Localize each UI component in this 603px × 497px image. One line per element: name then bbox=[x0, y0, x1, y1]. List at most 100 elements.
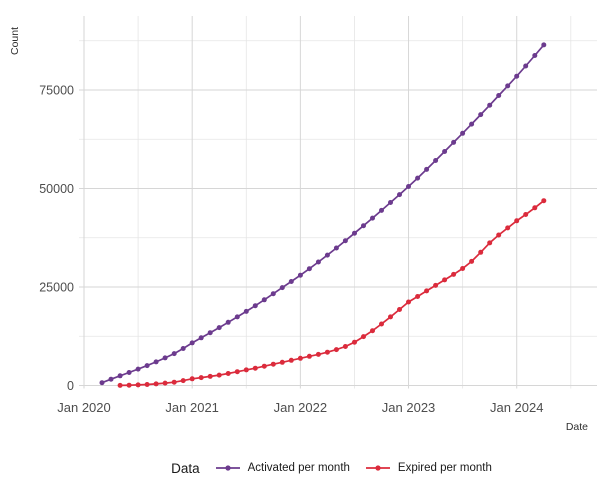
x-axis-title: Date bbox=[566, 421, 588, 433]
data-point bbox=[333, 245, 339, 251]
data-point bbox=[162, 355, 168, 361]
data-point bbox=[523, 212, 529, 217]
data-point bbox=[505, 225, 511, 231]
data-point bbox=[397, 307, 402, 312]
data-point bbox=[451, 139, 457, 145]
data-point bbox=[361, 334, 366, 340]
gridlines-minor bbox=[79, 16, 597, 389]
data-point bbox=[198, 375, 204, 381]
series-points-expired bbox=[117, 198, 547, 388]
data-point bbox=[496, 232, 502, 238]
data-point bbox=[288, 357, 294, 363]
series-line-activated bbox=[101, 44, 545, 384]
data-point bbox=[442, 149, 448, 154]
legend: Data Activated per month Expired per mon… bbox=[60, 454, 603, 482]
series-points-activated bbox=[99, 42, 547, 386]
data-point bbox=[297, 355, 303, 361]
data-point bbox=[225, 319, 231, 325]
data-point bbox=[469, 121, 475, 127]
legend-item-expired: Expired per month bbox=[365, 462, 492, 474]
data-point bbox=[117, 373, 123, 379]
data-point bbox=[171, 379, 177, 385]
data-point bbox=[234, 314, 240, 320]
data-point bbox=[153, 359, 159, 365]
data-point bbox=[333, 347, 339, 353]
x-tick-label: Jan 2023 bbox=[382, 400, 436, 415]
y-tick-label: 25000 bbox=[39, 281, 74, 295]
data-point bbox=[207, 330, 213, 336]
data-point bbox=[252, 365, 258, 371]
x-tick-label: Jan 2024 bbox=[490, 400, 544, 415]
gridlines-major bbox=[79, 16, 597, 389]
data-point bbox=[135, 382, 141, 388]
data-point bbox=[469, 258, 475, 264]
data-point bbox=[352, 230, 357, 236]
y-tick-label: 0 bbox=[67, 379, 74, 393]
data-point bbox=[216, 325, 222, 331]
data-point bbox=[352, 339, 357, 345]
data-point bbox=[342, 344, 348, 349]
data-point bbox=[379, 207, 384, 213]
x-tick-label: Jan 2021 bbox=[165, 400, 219, 415]
data-point bbox=[424, 288, 430, 294]
data-point bbox=[279, 359, 285, 365]
data-point bbox=[270, 291, 276, 297]
data-point bbox=[243, 367, 249, 373]
data-point bbox=[144, 363, 150, 369]
data-point bbox=[415, 294, 421, 299]
data-point bbox=[216, 372, 222, 378]
data-point bbox=[342, 238, 348, 244]
data-point bbox=[117, 382, 123, 388]
data-point bbox=[324, 252, 330, 258]
data-point bbox=[487, 102, 493, 108]
data-point bbox=[261, 363, 267, 369]
data-point bbox=[496, 93, 502, 98]
data-point bbox=[523, 63, 529, 69]
data-point bbox=[388, 200, 393, 205]
data-point bbox=[460, 130, 466, 136]
legend-item-activated: Activated per month bbox=[215, 462, 350, 474]
data-point bbox=[144, 382, 150, 387]
legend-label-expired: Expired per month bbox=[397, 462, 492, 474]
data-point bbox=[279, 285, 285, 291]
data-point bbox=[478, 249, 484, 255]
data-point bbox=[370, 328, 375, 334]
legend-key-activated-icon bbox=[215, 465, 240, 471]
data-point bbox=[415, 175, 421, 181]
data-point bbox=[288, 279, 294, 284]
data-point bbox=[442, 277, 448, 283]
data-point bbox=[541, 198, 547, 204]
data-point bbox=[180, 378, 186, 384]
data-point bbox=[108, 376, 114, 382]
data-point bbox=[541, 42, 547, 48]
data-point bbox=[315, 259, 321, 265]
data-point bbox=[406, 299, 411, 305]
legend-key-expired-icon bbox=[365, 465, 390, 471]
data-point bbox=[198, 335, 204, 341]
data-point bbox=[261, 297, 267, 303]
data-point bbox=[478, 112, 484, 118]
data-point bbox=[315, 351, 321, 357]
data-point bbox=[324, 349, 330, 355]
data-point bbox=[180, 346, 186, 351]
data-point bbox=[297, 272, 303, 278]
data-point bbox=[270, 361, 276, 367]
data-point bbox=[379, 321, 384, 327]
x-tick-label: Jan 2022 bbox=[274, 400, 328, 415]
data-point bbox=[514, 73, 520, 79]
data-point bbox=[162, 380, 168, 386]
data-point bbox=[99, 380, 105, 386]
y-tick-label: 75000 bbox=[39, 84, 74, 98]
data-point bbox=[126, 370, 132, 375]
data-point bbox=[189, 376, 195, 382]
data-point bbox=[433, 282, 439, 288]
data-point bbox=[153, 381, 159, 387]
data-point bbox=[433, 158, 439, 163]
data-point bbox=[306, 266, 312, 272]
data-point bbox=[406, 184, 411, 189]
data-point bbox=[126, 382, 132, 388]
data-point bbox=[207, 373, 213, 379]
data-point bbox=[243, 308, 249, 314]
plot-svg: Count Date 0 25000 50000 75000 Jan 2020 Jan 2… bbox=[9, 16, 597, 433]
